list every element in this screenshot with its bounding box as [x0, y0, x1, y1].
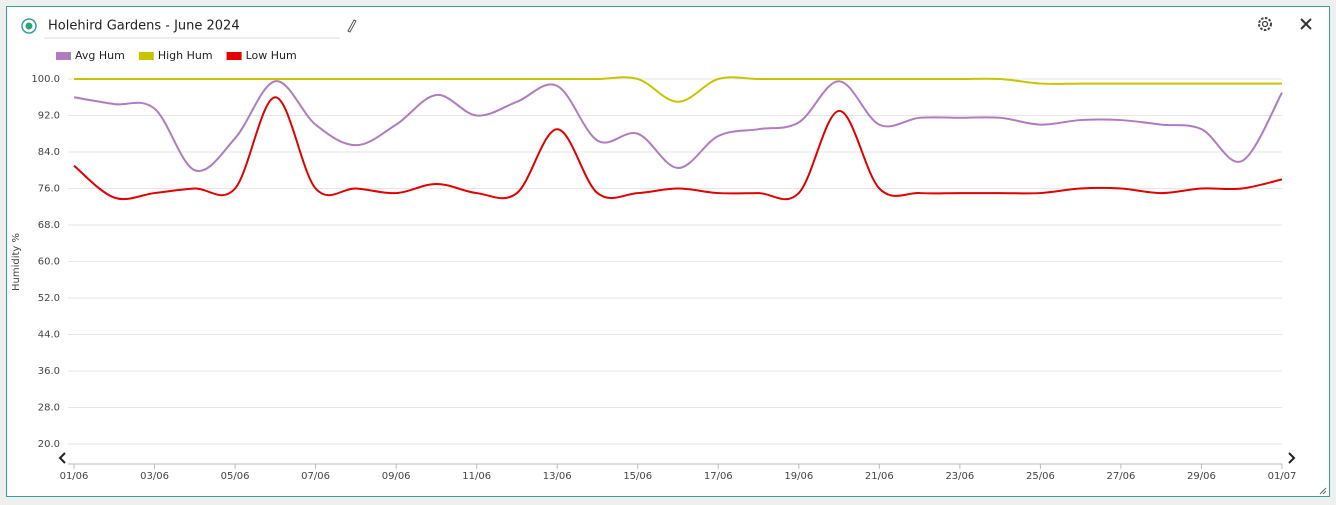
- status-dot: [25, 22, 33, 30]
- x-tick-label: 15/06: [623, 471, 652, 482]
- y-tick-label: 20.0: [38, 439, 60, 450]
- chart-title: Holehird Gardens - June 2024: [48, 19, 240, 34]
- x-tick-label: 23/06: [945, 471, 974, 482]
- chart-widget: [6, 6, 1330, 497]
- x-tick-label: 11/06: [462, 471, 491, 482]
- y-tick-label: 100.0: [31, 74, 60, 85]
- legend-swatch: [226, 52, 242, 60]
- x-tick-label: 17/06: [704, 471, 733, 482]
- y-tick-label: 36.0: [38, 366, 60, 377]
- resize-handle[interactable]: [1319, 487, 1327, 495]
- x-tick-label: 13/06: [543, 471, 572, 482]
- status-ring: [21, 18, 37, 34]
- data-line: [73, 76, 1282, 103]
- x-tick-label: 01/06: [60, 471, 89, 482]
- legend-label: Low Hum: [246, 49, 297, 62]
- x-tick-label: 19/06: [784, 471, 813, 482]
- edit-icon[interactable]: [347, 19, 357, 33]
- x-tick-label: 25/06: [1026, 471, 1055, 482]
- legend-swatch: [56, 52, 71, 60]
- settings-icon[interactable]: [1258, 17, 1272, 31]
- y-tick-label: 60.0: [38, 257, 60, 268]
- y-tick-label: 76.0: [38, 184, 60, 195]
- x-tick-label: 21/06: [865, 471, 894, 482]
- y-tick-label: 28.0: [38, 403, 60, 414]
- close-icon[interactable]: [1300, 18, 1312, 30]
- data-line: [73, 96, 1283, 201]
- x-tick-label: 29/06: [1187, 471, 1216, 482]
- scroll-right[interactable]: [1288, 452, 1296, 464]
- y-tick-label: 52.0: [38, 293, 60, 304]
- x-tick-label: 09/06: [382, 471, 411, 482]
- y-tick-label: 84.0: [38, 147, 60, 158]
- x-tick-label: 27/06: [1107, 471, 1136, 482]
- x-tick-label: 03/06: [140, 471, 169, 482]
- y-tick-label: 44.0: [38, 330, 60, 341]
- y-tick-label: 68.0: [38, 220, 60, 231]
- x-tick-label: 07/06: [301, 471, 330, 482]
- y-axis-label: Humidity %: [11, 233, 22, 291]
- legend-label: Avg Hum: [75, 49, 125, 62]
- data-line: [73, 80, 1283, 172]
- legend-swatch: [138, 52, 154, 60]
- x-tick-label: 01/07: [1268, 471, 1297, 482]
- x-tick-label: 05/06: [221, 471, 250, 482]
- legend-label: High Hum: [158, 49, 213, 62]
- scroll-left[interactable]: [58, 452, 66, 464]
- y-tick-label: 92.0: [38, 111, 60, 122]
